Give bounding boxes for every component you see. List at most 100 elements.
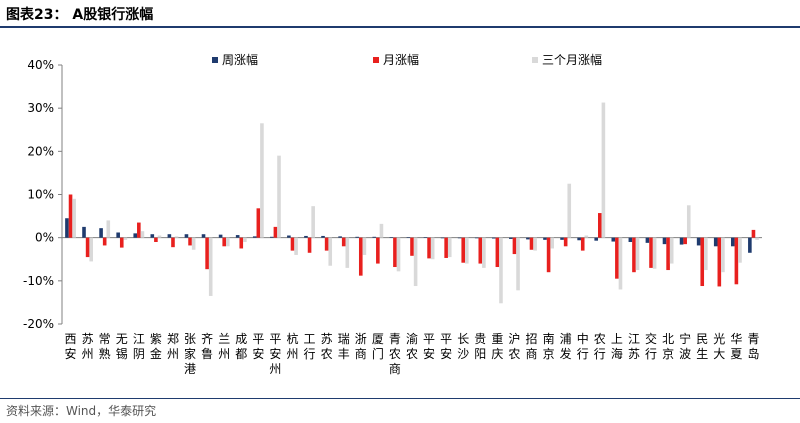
three-month-bar xyxy=(328,237,333,266)
weekly-bar xyxy=(338,236,342,238)
weekly-bar xyxy=(321,235,325,238)
monthly-bar xyxy=(68,194,73,238)
monthly-bar xyxy=(410,237,414,256)
monthly-bar xyxy=(580,237,585,251)
weekly-bar xyxy=(696,237,701,246)
x-category-label: 张家港 xyxy=(184,332,196,376)
three-month-bar xyxy=(106,220,111,238)
weekly-bar xyxy=(560,237,564,240)
x-category-label: 交行 xyxy=(645,331,657,361)
x-category-label: 瑞丰 xyxy=(338,332,350,361)
x-category-label: 长沙 xyxy=(457,332,469,361)
monthly-bar xyxy=(615,237,619,279)
legend-swatch xyxy=(212,57,218,63)
legend-label: 周涨幅 xyxy=(222,52,258,67)
x-category-label: 工行 xyxy=(304,332,316,361)
three-month-bar xyxy=(704,237,708,271)
x-category-label: 中行 xyxy=(577,331,589,361)
three-month-bar xyxy=(447,237,452,258)
weekly-bar xyxy=(509,237,513,239)
weekly-bar xyxy=(440,237,445,239)
weekly-bar xyxy=(611,237,616,242)
x-category-label: 杭州 xyxy=(286,331,298,361)
weekly-bar xyxy=(491,237,496,239)
weekly-bar xyxy=(526,237,530,240)
monthly-bar xyxy=(427,237,431,259)
x-category-label: 贵阳 xyxy=(474,332,486,361)
weekly-bar xyxy=(150,234,155,238)
legend-label: 月涨幅 xyxy=(383,52,419,67)
weekly-bar xyxy=(457,237,462,239)
weekly-bar xyxy=(628,237,633,242)
monthly-bar xyxy=(119,237,124,248)
three-month-bar xyxy=(311,206,315,238)
monthly-bar xyxy=(751,229,756,238)
x-category-label: 渝农 xyxy=(406,331,418,361)
three-month-bar xyxy=(243,237,247,242)
y-tick-label: -10% xyxy=(23,274,54,288)
weekly-bar xyxy=(423,237,428,238)
y-tick-label: 20% xyxy=(27,144,54,158)
figure-title: 图表23： A股银行涨幅 xyxy=(6,7,154,23)
x-category-label: 江阴 xyxy=(133,332,145,361)
monthly-bar xyxy=(546,237,551,273)
x-category-label: 北京 xyxy=(662,332,674,361)
three-month-bar xyxy=(482,237,486,268)
three-month-bar xyxy=(550,237,554,249)
weekly-bar xyxy=(252,236,257,238)
three-month-bar xyxy=(413,237,418,287)
weekly-bar xyxy=(748,237,752,253)
x-category-label: 光大 xyxy=(713,332,725,361)
x-category-label: 苏农 xyxy=(321,332,333,361)
weekly-bar xyxy=(406,237,411,238)
monthly-bar xyxy=(154,237,158,242)
three-month-bar xyxy=(499,237,503,304)
three-month-bar xyxy=(652,237,657,269)
three-month-bar xyxy=(191,237,196,250)
y-tick-label: 0% xyxy=(35,231,54,245)
monthly-bar xyxy=(563,237,568,247)
x-category-label: 兰州 xyxy=(218,332,230,361)
three-month-bar xyxy=(140,231,145,238)
x-category-label: 成都 xyxy=(235,332,247,361)
weekly-bar xyxy=(304,235,308,238)
x-category-label: 苏州 xyxy=(82,332,94,361)
x-category-label: 郑州 xyxy=(167,331,179,361)
monthly-bar xyxy=(393,237,397,268)
x-category-label: 民生 xyxy=(696,332,708,361)
three-month-bar xyxy=(157,235,162,238)
three-month-bar xyxy=(379,223,384,238)
three-month-bar xyxy=(72,198,76,238)
monthly-bar xyxy=(529,237,534,250)
weekly-bar xyxy=(389,237,394,238)
weekly-bar xyxy=(65,218,69,238)
three-month-bar xyxy=(362,237,367,255)
three-month-bar xyxy=(430,237,435,260)
weekly-bar xyxy=(730,237,735,247)
legend-swatch xyxy=(532,57,538,63)
monthly-bar xyxy=(341,237,346,247)
x-category-label: 上海 xyxy=(611,332,623,361)
three-month-bar xyxy=(465,237,469,264)
weekly-bar xyxy=(218,234,223,238)
three-month-bar xyxy=(294,237,298,255)
three-month-bar xyxy=(618,237,623,290)
x-category-label: 青岛 xyxy=(747,332,759,361)
three-month-bar xyxy=(721,237,725,273)
weekly-bar xyxy=(679,237,684,245)
x-category-label: 沪农 xyxy=(508,332,520,361)
monthly-bar xyxy=(632,237,636,273)
x-category-label: 南京 xyxy=(543,331,555,361)
x-category-label: 厦门 xyxy=(372,332,384,361)
three-month-bar xyxy=(635,237,640,271)
weekly-bar xyxy=(167,234,172,238)
weekly-bar xyxy=(474,237,479,239)
monthly-bar xyxy=(273,226,278,238)
x-category-label: 重庆 xyxy=(491,332,503,361)
three-month-bar xyxy=(601,102,606,238)
three-month-bar xyxy=(516,237,520,291)
footer-rule xyxy=(0,398,800,399)
monthly-bar xyxy=(717,237,722,287)
weekly-bar xyxy=(201,234,206,238)
